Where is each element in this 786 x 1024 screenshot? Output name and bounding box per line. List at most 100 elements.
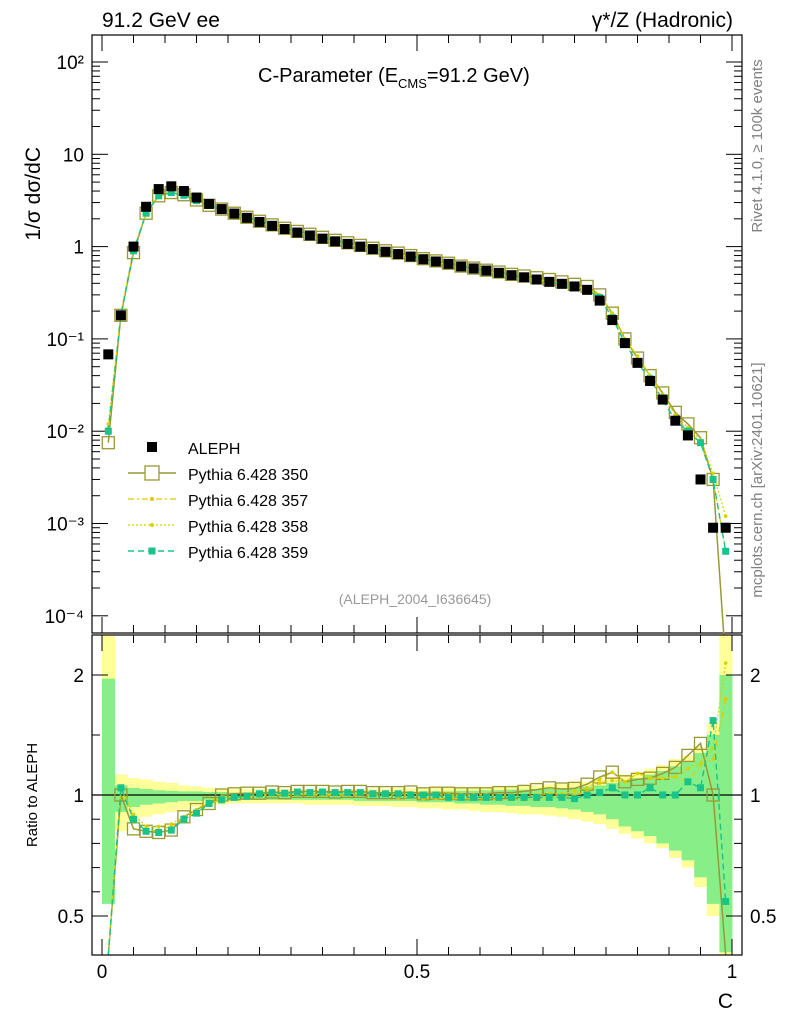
ratio-marker-359 [659,791,667,799]
header-right: γ*/Z (Hadronic) [592,9,733,32]
ratio-marker-359 [268,789,276,797]
aleph-data-point [103,349,114,360]
ratio-marker-359 [684,778,692,786]
series-marker-359 [155,192,163,200]
ratio-y-tick-label-right: 0.5 [750,907,776,928]
aleph-data-point [582,284,593,295]
aleph-data-point [367,244,378,255]
aleph-data-point [720,522,731,533]
ratio-marker-dot [723,697,728,701]
aleph-data-point [531,274,542,285]
ratio-band-green [694,753,708,878]
ratio-band-green [656,771,670,844]
legend-label: Pythia 6.428 358 [188,519,308,536]
x-tick-label: 0 [97,962,108,983]
ratio-marker-350 [202,796,216,811]
ratio-marker-dot [597,781,602,785]
ratio-y-tick-label-right: 2 [750,666,761,687]
series-marker-359 [142,209,150,217]
series-marker-dot [711,471,715,476]
ratio-marker-359 [142,827,150,835]
ratio-marker-dot [648,776,652,780]
ratio-marker-359 [407,791,415,799]
ratio-marker-359 [646,784,654,792]
ratio-marker-359 [281,789,289,797]
ratio-marker-350 [605,765,619,779]
aleph-data-point [682,430,693,441]
ratio-y-tick-label-right: 1 [750,786,761,807]
legend-marker-box [144,465,160,481]
y-axis-label: 1/σ dσ/dC [22,147,45,241]
y-tick-label: 10⁻³ [47,515,85,536]
ratio-marker-359 [596,789,604,797]
ratio-marker-359 [432,791,440,799]
ratio-marker-359 [558,793,566,801]
main-ticks: 10⁻⁴ 10⁻³ 10⁻² 10⁻¹ 1 10 10² [45,35,742,633]
aleph-data-point [418,254,429,265]
ratio-marker-350 [681,748,695,763]
y-tick-label: 10 [63,145,84,166]
aleph-data-point [178,186,189,197]
legend-label: Pythia 6.428 359 [188,545,308,562]
legend-marker-dot [150,497,154,501]
legend-marker-dot [150,523,154,527]
aleph-data-point [153,184,164,195]
side-label-rivet: Rivet 4.1.0, ≥ 100k events [749,59,766,232]
ratio-marker-dot [585,786,589,790]
ratio-marker-359 [167,826,175,834]
aleph-data-point [204,198,215,209]
ratio-marker-359 [155,829,163,837]
series-marker-dot [635,354,640,358]
side-label-mcplots: mcplots.cern.ch [arXiv:2401.10621] [749,362,766,597]
x-axis-label: C [718,990,733,1013]
ratio-y-axis-label: Ratio to ALEPH [24,743,41,847]
ratio-marker-dot [156,824,161,829]
aleph-data-point [607,315,618,326]
legend-marker-aleph [147,442,157,452]
aleph-data-point [657,394,668,405]
ratio-band-green [202,792,216,800]
ratio-marker-359 [180,815,188,823]
aleph-data-point [645,375,656,386]
ratio-marker-359 [293,788,301,796]
ratio-marker-359 [508,793,515,801]
x-tick-label: 1 [727,962,738,983]
ratio-marker-359 [709,717,717,725]
ratio-marker-350 [693,736,708,751]
aleph-data-point [619,338,630,349]
ratio-marker-350 [706,788,720,802]
aleph-data-point [556,278,567,289]
aleph-data-point [241,212,252,223]
ratio-marker-359 [193,809,200,817]
legend-marker-square [148,547,156,555]
aleph-data-point [430,256,441,267]
ratio-marker-dot [723,661,728,665]
ratio-band-green [177,791,191,802]
chart-title: C-Parameter (ECMS=91.2 GeV) [258,65,530,91]
ratio-marker-dot [610,770,615,774]
series-marker-dot [106,422,111,426]
y-tick-label: 10⁻⁴ [45,607,84,628]
ratio-marker-359 [356,789,364,797]
legend: ALEPH Pythia 6.428 350 Pythia 6.428 357 Pyt… [128,441,308,562]
ratio-band-green [631,778,645,832]
y-tick-label: 10² [57,53,84,74]
aleph-data-point [191,192,202,203]
main-data-points [103,181,731,533]
ratio-band-green [681,761,695,861]
legend-label: Pythia 6.428 350 [188,467,308,484]
ratio-marker-359 [545,793,553,801]
ratio-marker-359 [634,791,641,799]
series-marker-359 [697,439,704,447]
ratio-band-green [102,678,115,904]
ratio-marker-359 [419,791,427,799]
ratio-marker-dot [597,777,602,782]
ratio-panel: 0 0.5 1 0.5 0.5 1 1 2 2 [58,634,776,983]
series-marker-dot [610,311,615,315]
ratio-marker-359 [382,790,389,798]
aleph-data-point [670,415,681,426]
aleph-data-point [632,357,643,368]
ratio-marker-dot [686,766,690,771]
y-tick-label: 10⁻¹ [47,330,85,351]
